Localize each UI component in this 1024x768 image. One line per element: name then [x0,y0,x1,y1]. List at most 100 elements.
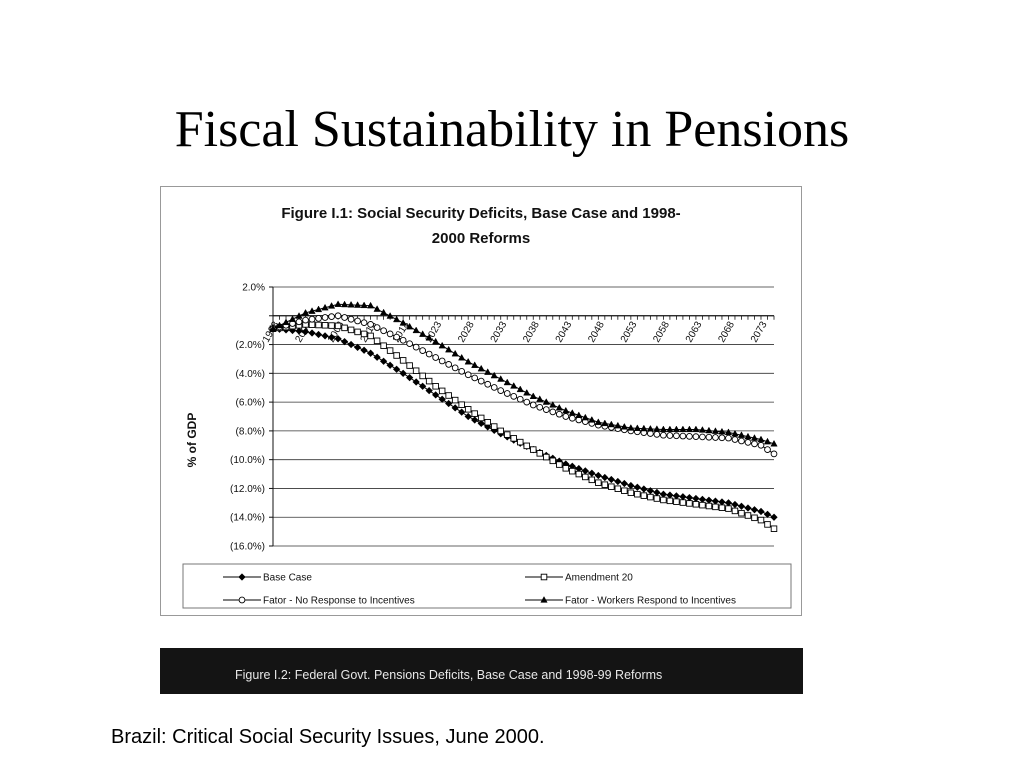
data-point-fator-no-response-to-incentives [653,430,661,438]
data-point-fator-no-response-to-incentives [334,312,342,320]
data-point-base-case [438,395,446,403]
data-point-fator-workers-respond-to-incentives [568,409,576,416]
data-point-amendment-20 [497,427,504,435]
data-point-fator-workers-respond-to-incentives [425,334,433,341]
data-point-fator-workers-respond-to-incentives [458,353,466,361]
data-point-base-case [698,495,707,504]
data-point-amendment-20 [666,497,674,505]
x-tick-label: 2058 [651,319,672,344]
data-point-amendment-20 [464,406,472,413]
data-point-fator-workers-respond-to-incentives [666,425,674,433]
data-point-fator-workers-respond-to-incentives [295,312,303,319]
data-point-base-case [666,491,674,499]
data-point-amendment-20 [471,410,478,417]
data-point-fator-workers-respond-to-incentives [607,420,615,428]
data-point-fator-workers-respond-to-incentives [633,424,641,431]
plot-area: 2.0% (2.0%) (4.0%) (6.0%) (8.0%) (10.0%) (12.0… [230,283,778,553]
data-point-base-case [627,481,635,490]
data-point-amendment-20 [608,483,615,490]
data-point-base-case [737,502,746,510]
data-point-fator-no-response-to-incentives [764,446,771,453]
data-point-fator-workers-respond-to-incentives [432,337,440,345]
data-point-fator-workers-respond-to-incentives [562,406,570,414]
data-point-fator-no-response-to-incentives [425,350,433,358]
data-point-fator-workers-respond-to-incentives [763,437,772,445]
data-point-fator-workers-respond-to-incentives [288,315,297,322]
data-point-fator-workers-respond-to-incentives [399,319,407,326]
data-point-amendment-20 [334,322,342,330]
data-point-fator-no-response-to-incentives [555,410,563,418]
data-point-amendment-20 [770,525,778,532]
data-point-fator-workers-respond-to-incentives [477,364,485,372]
data-point-base-case [633,483,641,491]
data-point-base-case [327,333,336,341]
data-point-amendment-20 [419,372,426,380]
slide-title: Fiscal Sustainability in Pensions [174,101,850,158]
legend-marker-fator-workers-respond-to-incentives [540,596,548,603]
data-point-amendment-20 [699,501,706,509]
data-point-base-case [366,349,375,357]
y-tick-label: (12.0%) [230,484,265,495]
data-point-fator-workers-respond-to-incentives [555,403,563,411]
data-point-amendment-20 [640,492,648,499]
data-point-fator-workers-respond-to-incentives [392,315,401,323]
x-tick-label: 2063 [684,319,705,344]
y-tick-label: (2.0%) [236,340,265,351]
data-point-amendment-20 [718,504,726,511]
data-point-fator-workers-respond-to-incentives [347,300,355,308]
data-point-fator-workers-respond-to-incentives [301,308,310,316]
data-point-fator-workers-respond-to-incentives [353,301,362,308]
data-point-fator-no-response-to-incentives [341,314,348,321]
data-point-fator-no-response-to-incentives [497,387,505,394]
data-point-base-case [321,332,329,340]
data-point-base-case [347,340,355,349]
data-point-amendment-20 [601,481,609,488]
data-point-base-case [653,488,661,497]
data-point-amendment-20 [686,500,693,507]
data-point-fator-workers-respond-to-incentives [471,361,479,368]
data-point-amendment-20 [744,512,752,519]
data-point-fator-workers-respond-to-incentives [770,439,778,447]
data-point-fator-no-response-to-incentives [419,347,426,354]
data-point-fator-no-response-to-incentives [699,433,706,441]
legend-frame [182,563,792,609]
data-point-fator-workers-respond-to-incentives [275,321,284,329]
data-point-fator-workers-respond-to-incentives [737,431,746,438]
data-point-base-case [392,365,401,373]
data-point-base-case [419,382,427,390]
data-point-amendment-20 [445,392,452,399]
data-point-base-case [451,404,459,412]
data-point-fator-no-response-to-incentives [725,434,732,442]
data-point-fator-no-response-to-incentives [503,390,511,397]
data-point-base-case [432,391,440,399]
data-point-base-case [477,419,485,428]
data-point-fator-no-response-to-incentives [542,406,550,413]
data-point-amendment-20 [738,509,745,517]
data-point-amendment-20 [490,423,498,430]
data-point-fator-workers-respond-to-incentives [314,305,323,313]
data-point-fator-no-response-to-incentives [412,343,420,351]
data-point-base-case [705,496,713,504]
data-point-fator-workers-respond-to-incentives [718,427,726,435]
data-point-base-case [425,386,433,395]
data-point-fator-no-response-to-incentives [308,315,316,323]
data-point-amendment-20 [523,442,531,450]
data-point-fator-workers-respond-to-incentives [503,378,511,386]
data-point-amendment-20 [451,396,459,404]
figure-1-2-caption-banner: Figure I.2: Federal Govt. Pensions Defic… [160,648,803,694]
data-point-fator-no-response-to-incentives [679,432,687,440]
data-point-fator-workers-respond-to-incentives [640,424,648,432]
data-point-fator-workers-respond-to-incentives [419,330,427,337]
data-point-fator-no-response-to-incentives [373,324,381,331]
data-point-fator-no-response-to-incentives [321,314,329,321]
data-point-fator-workers-respond-to-incentives [340,300,349,308]
data-point-amendment-20 [751,514,758,522]
data-point-fator-no-response-to-incentives [751,440,758,448]
y-tick-label: (4.0%) [236,369,265,380]
data-point-base-case [724,499,733,507]
data-point-base-case [607,475,615,484]
data-point-fator-workers-respond-to-incentives [269,324,277,332]
data-point-fator-workers-respond-to-incentives [594,418,602,425]
data-point-fator-no-response-to-incentives [562,413,570,420]
data-point-amendment-20 [412,367,420,374]
